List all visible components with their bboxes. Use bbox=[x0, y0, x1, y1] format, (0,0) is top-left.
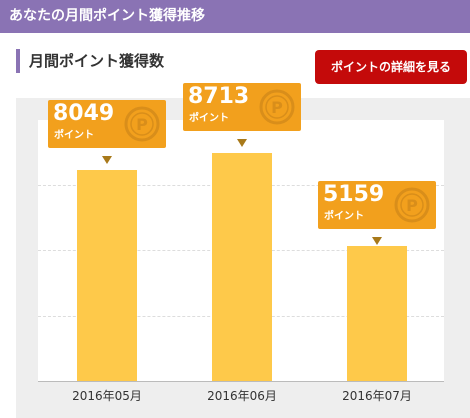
point-coin-icon: P bbox=[259, 89, 295, 125]
chart-x-tick-label: 2016年05月 bbox=[72, 389, 142, 403]
point-coin-icon: P bbox=[124, 106, 160, 142]
page-title: あなたの月間ポイント獲得推移 bbox=[9, 8, 205, 24]
points-callout: 8713 ポイント P bbox=[183, 82, 301, 131]
chart-bar bbox=[212, 152, 272, 381]
point-details-button-label: ポイントの詳細を見る bbox=[330, 60, 451, 74]
chart-data-unit: ポイント bbox=[189, 112, 229, 124]
chart-data-label: 8713 bbox=[188, 83, 250, 109]
callout-pointer-icon bbox=[372, 236, 382, 245]
svg-text:P: P bbox=[136, 115, 148, 134]
chart-data-unit: ポイント bbox=[54, 130, 94, 142]
point-details-button[interactable]: ポイントの詳細を見る bbox=[315, 50, 467, 84]
section-title: 月間ポイント獲得数 bbox=[16, 49, 164, 73]
callout-pointer-icon bbox=[102, 156, 112, 165]
point-coin-icon: P bbox=[394, 187, 430, 223]
svg-text:P: P bbox=[271, 98, 283, 117]
section-title-text: 月間ポイント獲得数 bbox=[29, 52, 165, 70]
points-callout: 8049 ポイント P bbox=[48, 100, 166, 149]
chart-bar bbox=[77, 170, 137, 381]
chart-x-tick-label: 2016年07月 bbox=[342, 389, 412, 403]
chart-data-label: 8049 bbox=[53, 101, 115, 127]
chart-bar bbox=[347, 245, 407, 381]
svg-text:P: P bbox=[406, 196, 418, 215]
chart-baseline bbox=[38, 381, 444, 382]
chart-data-unit: ポイント bbox=[324, 210, 364, 222]
chart-data-label: 5159 bbox=[323, 181, 385, 207]
callout-pointer-icon bbox=[237, 138, 247, 147]
chart-x-tick-label: 2016年06月 bbox=[207, 389, 277, 403]
points-callout: 5159 ポイント P bbox=[318, 180, 436, 229]
page-header: あなたの月間ポイント獲得推移 bbox=[0, 0, 470, 33]
